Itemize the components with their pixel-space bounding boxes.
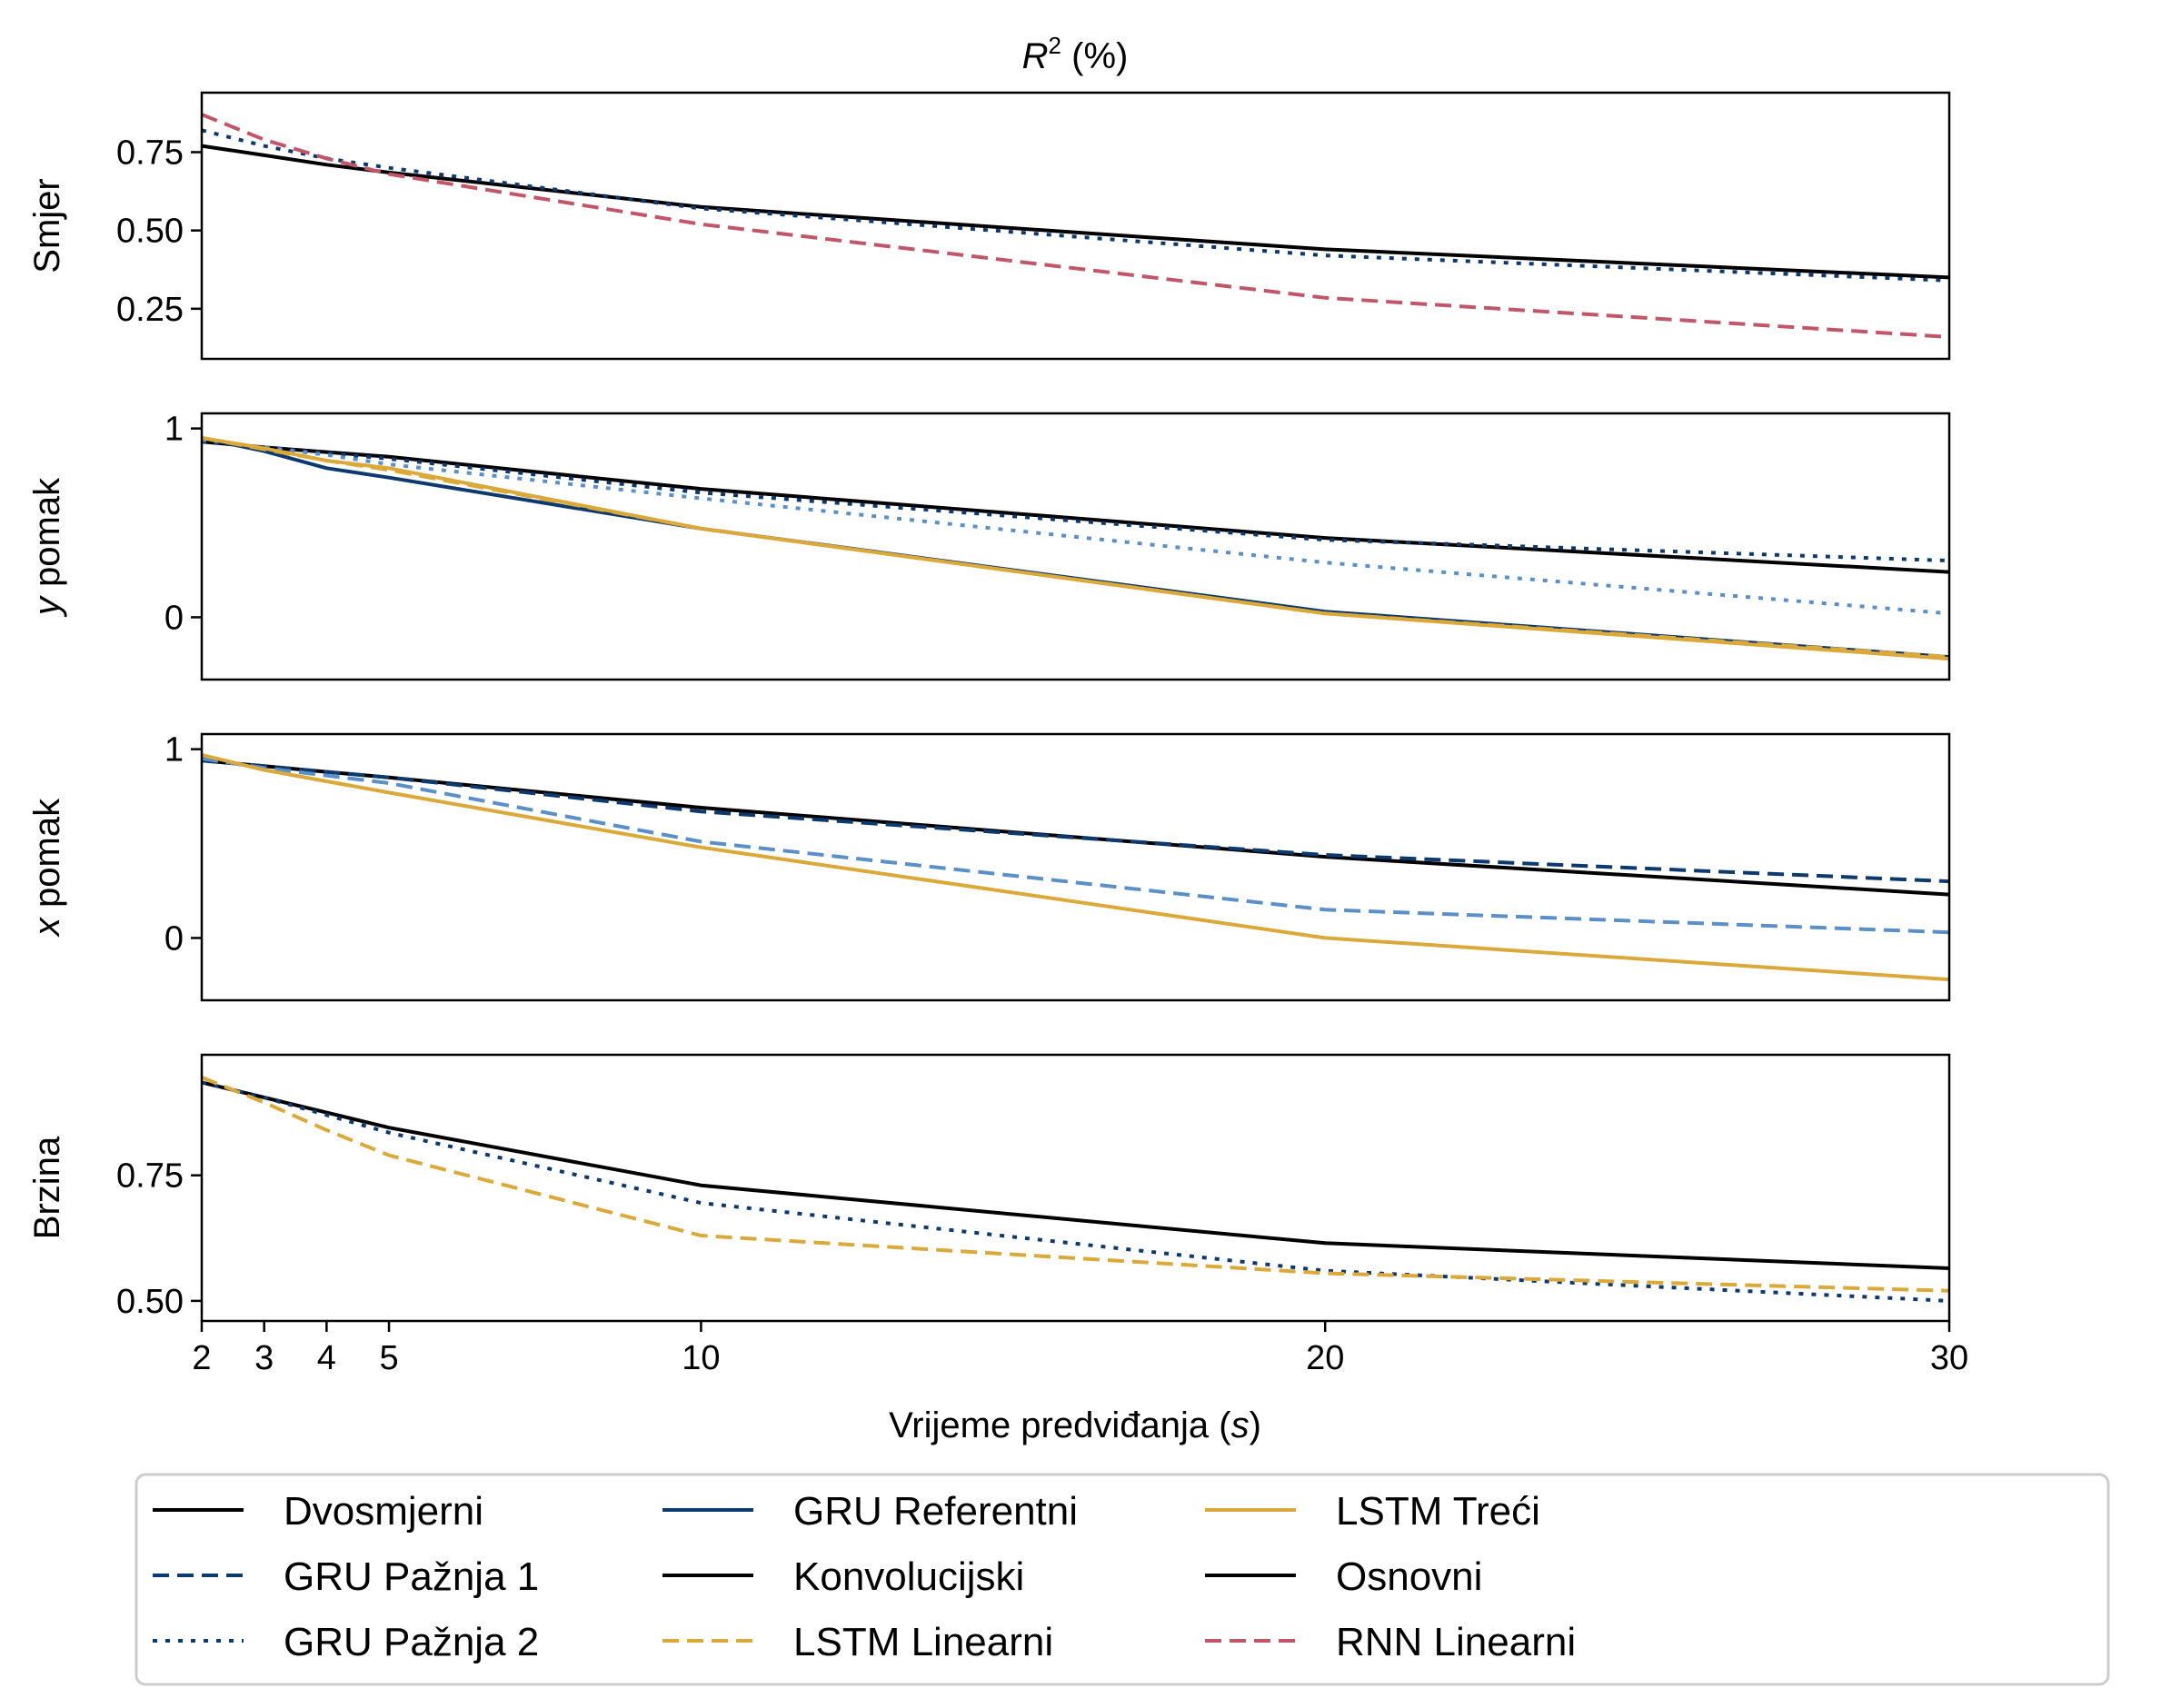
legend-item: GRU Pažnja 2 <box>153 1620 539 1664</box>
y-tick-label-smjer: 0.25 <box>116 291 184 329</box>
series-line-y-pomak-5 <box>202 436 1949 661</box>
series-line-smjer-2 <box>202 113 1949 339</box>
panel-y-pomak: 0 1 y pomak <box>27 411 1951 681</box>
legend-item: RNN Linearni <box>1205 1620 1576 1664</box>
x-axis-label-var: s <box>1231 1405 1250 1445</box>
y-tick-label-x-pomak: 0 <box>164 919 184 958</box>
x-tick-label: 4 <box>317 1339 336 1377</box>
legend-item: Osnovni <box>1205 1554 1482 1599</box>
series-line-y-pomak-3 <box>202 436 1949 660</box>
legend-frame <box>134 1473 2110 1686</box>
legend-item: LSTM Linearni <box>662 1620 1053 1664</box>
legend-label: Konvolucijski <box>793 1554 1024 1599</box>
panel-series <box>202 113 1949 339</box>
panel-series <box>202 752 1949 982</box>
panel-frame-brzina <box>200 1053 1951 1323</box>
legend-label: RNN Linearni <box>1336 1620 1576 1664</box>
y-tick-label-x-pomak: 1 <box>164 731 184 770</box>
y-axis-label-var: y <box>27 594 67 618</box>
panel-series <box>202 1076 1949 1303</box>
legend-label: GRU Referentni <box>793 1489 1078 1534</box>
legend-label: LSTM Treći <box>1336 1489 1540 1534</box>
series-line-smjer-1 <box>202 128 1949 283</box>
title-sup: 2 <box>1049 32 1061 59</box>
x-tick-label: 3 <box>254 1339 274 1377</box>
y-tick-label-smjer: 0.75 <box>116 134 184 172</box>
x-axis-label: Vrijeme predviđanja (s) <box>889 1405 1261 1445</box>
legend-label: Dvosmjerni <box>284 1489 483 1534</box>
title-main: R <box>1022 36 1049 76</box>
y-axis-label-text: Brzina <box>27 1136 67 1239</box>
x-tick-label: 2 <box>192 1339 211 1377</box>
y-tick-label-y-pomak: 0 <box>164 599 184 637</box>
legend-item: Dvosmjerni <box>153 1489 483 1534</box>
x-axis-label-close: ) <box>1250 1405 1261 1445</box>
x-axis: 2 3 4 5 10 20 30 <box>192 1321 1968 1377</box>
y-axis-label-smjer: Smjer <box>27 178 67 273</box>
x-tick-label: 30 <box>1930 1339 1968 1377</box>
x-tick-label: 10 <box>682 1339 720 1377</box>
panel-x-pomak: 0 1 x pomak <box>27 731 1951 1002</box>
y-tick-label-brzina: 0.75 <box>116 1157 184 1196</box>
y-axis-label-brzina: Brzina <box>27 1136 67 1239</box>
legend-item: GRU Referentni <box>662 1489 1078 1534</box>
legend-item: GRU Pažnja 1 <box>153 1554 539 1599</box>
y-tick-label-smjer: 0.50 <box>116 213 184 251</box>
legend: Dvosmjerni GRU Pažnja 1 GRU Pažnja 2 GRU Re… <box>134 1473 2110 1686</box>
series-line-x-pomak-3 <box>202 752 1949 982</box>
y-axis-label-var: x <box>27 916 67 938</box>
panel-series <box>202 436 1949 661</box>
series-line-x-pomak-1 <box>202 759 1949 884</box>
legend-item: Konvolucijski <box>662 1554 1024 1599</box>
series-line-x-pomak-2 <box>202 757 1949 935</box>
y-axis-label-x-pomak: x pomak <box>27 798 67 938</box>
panel-brzina: 0.50 0.75 Brzina <box>27 1053 1951 1323</box>
x-tick-label: 5 <box>379 1339 398 1377</box>
legend-label: GRU Pažnja 2 <box>284 1620 539 1664</box>
figure-title: R2 (%) <box>1022 32 1129 76</box>
x-tick-label: 20 <box>1306 1339 1344 1377</box>
y-tick-label-brzina: 0.50 <box>116 1283 184 1321</box>
y-axis-label-text: Smjer <box>27 178 67 273</box>
panel-frame-x-pomak <box>200 732 1951 1002</box>
legend-label: GRU Pažnja 1 <box>284 1554 539 1599</box>
title-rest: (%) <box>1061 36 1128 76</box>
y-tick-label-y-pomak: 1 <box>164 411 184 449</box>
legend-label: LSTM Linearni <box>793 1620 1053 1664</box>
series-line-brzina-1 <box>202 1080 1949 1303</box>
panel-frame-smjer <box>200 91 1951 361</box>
panel-smjer: 0.25 0.50 0.75 Smjer <box>27 91 1951 361</box>
legend-label: Osnovni <box>1336 1554 1482 1599</box>
y-axis-label-text: pomak <box>27 477 67 597</box>
y-axis-label-y-pomak: y pomak <box>27 477 67 618</box>
x-axis-label-main: Vrijeme predviđanja ( <box>889 1405 1231 1445</box>
series-line-brzina-2 <box>202 1076 1949 1293</box>
panel-frame-y-pomak <box>200 412 1951 681</box>
legend-item: LSTM Treći <box>1205 1489 1540 1534</box>
y-axis-label-text: pomak <box>27 798 67 918</box>
